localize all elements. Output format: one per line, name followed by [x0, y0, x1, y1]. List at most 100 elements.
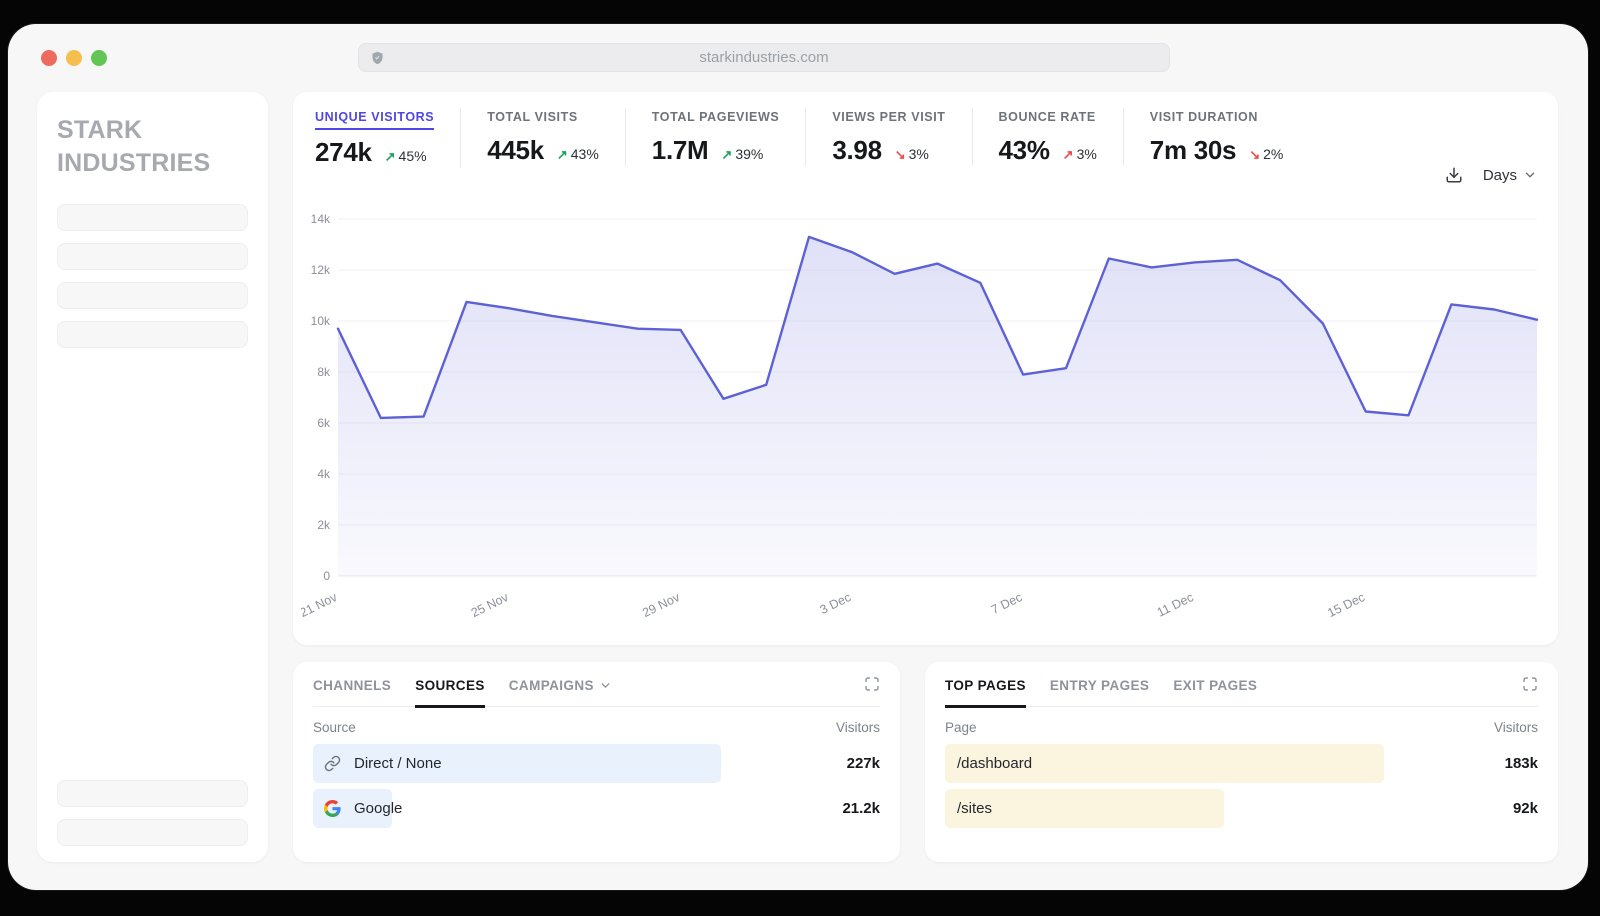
tab-sources[interactable]: SOURCES: [415, 678, 485, 708]
trend-arrow-icon: ↗: [721, 147, 733, 162]
metrics-row: UNIQUE VISITORS 274k ↗ 45% TOTAL VISITS 4…: [315, 108, 1309, 168]
analytics-chart-card: UNIQUE VISITORS 274k ↗ 45% TOTAL VISITS 4…: [293, 92, 1558, 645]
page-path: /sites: [957, 800, 993, 817]
expand-icon: [1523, 677, 1537, 691]
metric-delta: ↗ 43%: [556, 146, 599, 162]
column-visitors: Visitors: [835, 720, 880, 735]
svg-text:6k: 6k: [317, 416, 331, 430]
sources-table-header: Source Visitors: [313, 720, 880, 735]
security-shield-icon: [370, 50, 385, 66]
close-button[interactable]: [41, 50, 57, 66]
chevron-down-icon: [601, 683, 610, 688]
metric-value: 3.98: [832, 135, 882, 165]
tab-exit-pages[interactable]: EXIT PAGES: [1173, 678, 1258, 693]
metric-delta: ↗ 45%: [384, 148, 427, 164]
sidebar-nav-item-placeholder[interactable]: [57, 321, 248, 348]
trend-arrow-icon: ↗: [384, 149, 396, 164]
logo: STARK INDUSTRIES: [57, 116, 211, 177]
metric-label: VISIT DURATION: [1149, 110, 1258, 124]
link-icon: [324, 755, 341, 772]
row-bar: [945, 789, 1224, 828]
traffic-sources-panel: CHANNELS SOURCES CAMPAIGNS Source Visito…: [293, 662, 900, 862]
sidebar: STARK INDUSTRIES: [37, 92, 268, 862]
svg-text:15 Dec: 15 Dec: [1325, 590, 1367, 620]
column-visitors: Visitors: [1493, 720, 1538, 735]
column-source: Source: [313, 720, 356, 735]
sidebar-nav-item-placeholder[interactable]: [57, 819, 248, 846]
metric-label: TOTAL PAGEVIEWS: [651, 110, 780, 124]
metric-delta: ↘ 3%: [894, 146, 929, 162]
tab-entry-pages[interactable]: ENTRY PAGES: [1049, 678, 1150, 693]
metric-value: 1.7M: [651, 135, 709, 165]
svg-text:14k: 14k: [311, 212, 331, 226]
minimize-button[interactable]: [66, 50, 82, 66]
chart-controls: Days: [1445, 166, 1537, 184]
svg-text:11 Dec: 11 Dec: [1155, 590, 1196, 620]
page-path: /dashboard: [957, 755, 1033, 772]
pages-tabs: TOP PAGES ENTRY PAGES EXIT PAGES: [945, 676, 1538, 708]
url-bar[interactable]: starkindustries.com: [358, 43, 1170, 72]
sources-tabs: CHANNELS SOURCES CAMPAIGNS: [313, 676, 880, 708]
source-visitors: 21.2k: [842, 800, 880, 817]
column-page: Page: [945, 720, 977, 735]
sidebar-nav-item-placeholder[interactable]: [57, 282, 248, 309]
metric-value: 7m 30s: [1149, 135, 1237, 165]
source-name: Google: [354, 800, 403, 817]
sidebar-nav-item-placeholder[interactable]: [57, 780, 248, 807]
metric-unique-visitors[interactable]: UNIQUE VISITORS 274k ↗ 45%: [315, 108, 462, 168]
metric-delta: ↗ 3%: [1062, 146, 1097, 162]
tab-channels[interactable]: CHANNELS: [313, 678, 392, 693]
source-name: Direct / None: [354, 755, 442, 772]
page-visitors: 92k: [1512, 800, 1538, 817]
trend-arrow-icon: ↗: [556, 147, 568, 162]
sidebar-nav-item-placeholder[interactable]: [57, 243, 248, 270]
svg-text:21 Nov: 21 Nov: [301, 590, 340, 620]
browser-chrome: starkindustries.com: [8, 24, 1588, 76]
svg-text:0: 0: [323, 569, 330, 583]
table-row[interactable]: Direct / None 227k: [313, 743, 880, 784]
source-visitors: 227k: [846, 755, 880, 772]
pages-table-header: Page Visitors: [945, 720, 1538, 735]
metric-total-pageviews[interactable]: TOTAL PAGEVIEWS 1.7M ↗ 39%: [626, 108, 807, 166]
table-row[interactable]: Google 21.2k: [313, 788, 880, 829]
browser-window: starkindustries.com STARK INDUSTRIES UNI…: [8, 24, 1588, 890]
download-button[interactable]: [1445, 166, 1463, 184]
table-row[interactable]: /dashboard 183k: [945, 743, 1538, 784]
main-content: UNIQUE VISITORS 274k ↗ 45% TOTAL VISITS 4…: [293, 92, 1558, 862]
row-bar: [313, 744, 722, 783]
page-visitors: 183k: [1504, 755, 1538, 772]
bottom-panels: CHANNELS SOURCES CAMPAIGNS Source Visito…: [293, 662, 1558, 862]
expand-icon: [865, 677, 879, 691]
trend-arrow-icon: ↘: [1249, 147, 1261, 162]
trend-arrow-icon: ↗: [1062, 147, 1074, 162]
metric-label: BOUNCE RATE: [998, 110, 1096, 124]
tab-campaigns[interactable]: CAMPAIGNS: [509, 678, 612, 693]
svg-text:7 Dec: 7 Dec: [989, 590, 1024, 617]
metric-visit-duration[interactable]: VISIT DURATION 7m 30s ↘ 2%: [1124, 108, 1310, 166]
trend-arrow-icon: ↘: [894, 147, 906, 162]
row-bar: [945, 744, 1384, 783]
metric-total-visits[interactable]: TOTAL VISITS 445k ↗ 43%: [461, 108, 626, 166]
expand-button[interactable]: [864, 676, 880, 692]
metric-delta: ↘ 2%: [1249, 146, 1284, 162]
visitors-area-chart: 14k 12k 10k 8k 6k 4k 2k 0 21 Nov 25 Nov 29 Nov 3 De…: [301, 212, 1539, 620]
metric-views-per-visit[interactable]: VIEWS PER VISIT 3.98 ↘ 3%: [806, 108, 973, 166]
svg-text:12k: 12k: [311, 263, 331, 277]
interval-label: Days: [1482, 166, 1517, 184]
traffic-lights: [41, 50, 107, 66]
metric-bounce-rate[interactable]: BOUNCE RATE 43% ↗ 3%: [973, 108, 1124, 166]
metric-label: UNIQUE VISITORS: [315, 110, 435, 130]
interval-dropdown[interactable]: Days: [1483, 167, 1537, 184]
svg-text:10k: 10k: [311, 314, 331, 328]
table-row[interactable]: /sites 92k: [945, 788, 1538, 829]
svg-text:29 Nov: 29 Nov: [640, 590, 682, 620]
svg-text:8k: 8k: [317, 365, 331, 379]
google-icon: [324, 800, 341, 817]
sidebar-nav-item-placeholder[interactable]: [57, 204, 248, 231]
zoom-button[interactable]: [91, 50, 107, 66]
metric-delta: ↗ 39%: [721, 146, 764, 162]
download-icon: [1446, 167, 1462, 183]
expand-button[interactable]: [1522, 676, 1538, 692]
chevron-down-icon: [1525, 172, 1535, 178]
tab-top-pages[interactable]: TOP PAGES: [945, 678, 1026, 708]
